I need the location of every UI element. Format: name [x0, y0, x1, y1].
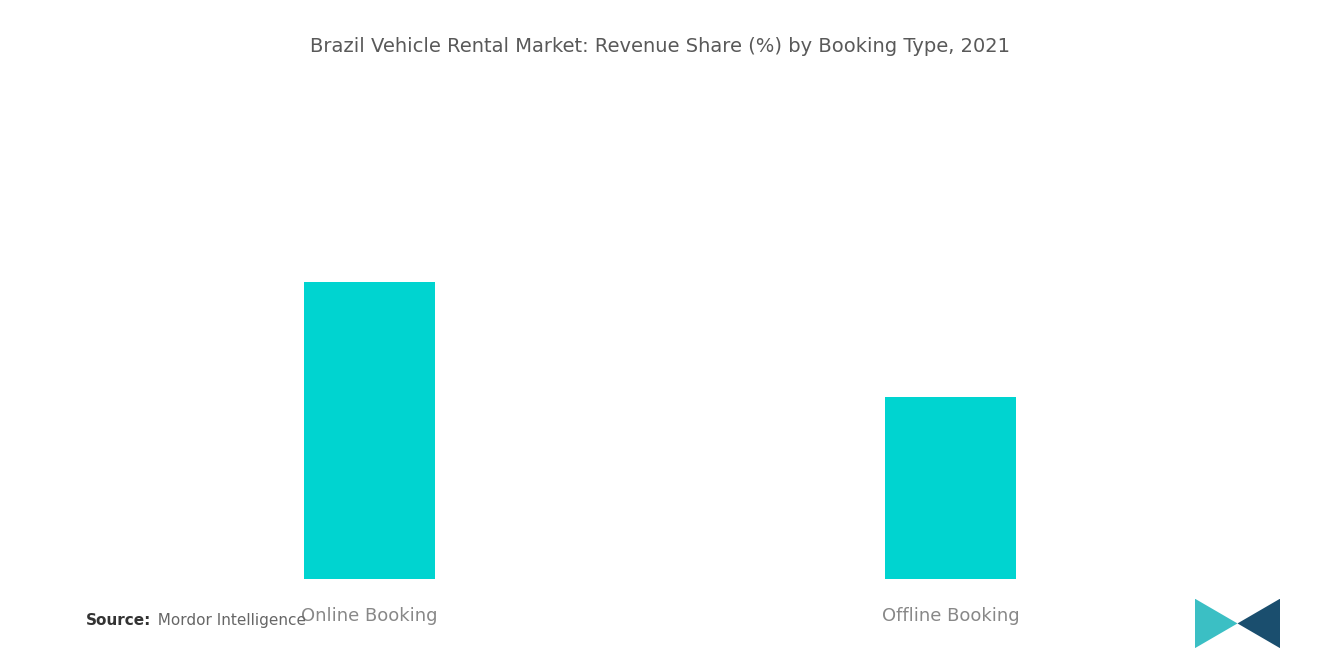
Text: Mordor Intelligence: Mordor Intelligence — [148, 613, 306, 628]
Text: Online Booking: Online Booking — [301, 607, 438, 625]
Polygon shape — [1195, 598, 1238, 648]
Bar — [884, 396, 1016, 579]
Text: Source:: Source: — [86, 613, 152, 628]
Text: Brazil Vehicle Rental Market: Revenue Share (%) by Booking Type, 2021: Brazil Vehicle Rental Market: Revenue Sh… — [310, 37, 1010, 56]
Bar — [304, 282, 436, 579]
Text: Offline Booking: Offline Booking — [882, 607, 1019, 625]
Polygon shape — [1238, 598, 1280, 648]
